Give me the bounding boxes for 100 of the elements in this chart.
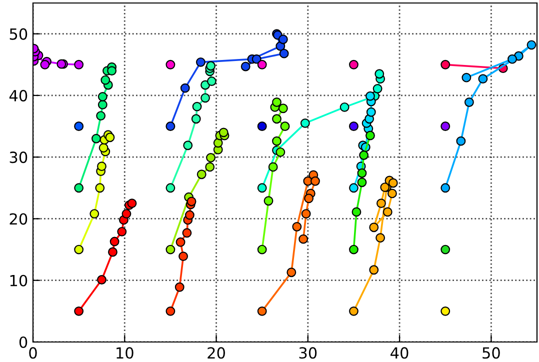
point	[278, 34, 288, 44]
point	[97, 275, 106, 284]
point	[286, 268, 296, 278]
point	[206, 152, 216, 162]
point	[374, 69, 384, 79]
point	[166, 122, 176, 131]
point	[174, 282, 184, 292]
point	[359, 150, 369, 160]
point	[388, 178, 398, 188]
point	[440, 244, 450, 254]
point	[310, 176, 320, 186]
point	[240, 62, 250, 72]
point	[440, 60, 450, 70]
point	[272, 136, 282, 146]
point	[298, 234, 308, 244]
point	[180, 83, 190, 93]
x-tick-label: 20	[208, 347, 225, 359]
point	[206, 76, 216, 86]
point	[98, 100, 108, 110]
point	[340, 102, 350, 112]
point	[108, 247, 118, 257]
point	[92, 134, 101, 144]
point	[74, 60, 84, 70]
point	[205, 162, 215, 172]
point	[300, 118, 310, 128]
point	[200, 93, 210, 103]
point	[166, 183, 176, 193]
point	[462, 72, 472, 82]
point	[276, 147, 286, 157]
y-tick-label: 30	[10, 152, 28, 164]
y-tick-label: 40	[9, 90, 28, 102]
x-tick-label: 30	[299, 347, 317, 359]
point	[100, 75, 110, 85]
point	[508, 54, 517, 64]
point	[98, 143, 108, 153]
point	[264, 196, 274, 206]
point	[176, 237, 186, 247]
point	[110, 236, 120, 246]
point	[366, 130, 375, 140]
point	[352, 207, 362, 217]
y-tick-label: 10	[10, 274, 28, 286]
point	[478, 74, 488, 84]
point	[301, 209, 311, 219]
point	[166, 244, 176, 254]
point	[440, 306, 450, 316]
point	[40, 60, 50, 70]
point	[196, 57, 206, 67]
point	[387, 188, 397, 198]
point	[184, 210, 194, 220]
point	[122, 209, 132, 219]
point	[252, 54, 262, 64]
point	[257, 244, 267, 254]
point	[526, 40, 536, 50]
point	[369, 265, 379, 275]
point	[357, 178, 367, 188]
point	[206, 61, 216, 71]
point	[366, 107, 376, 117]
point	[292, 222, 302, 232]
point	[95, 183, 105, 193]
point	[376, 198, 386, 208]
point	[97, 162, 106, 172]
point	[96, 111, 106, 121]
point	[105, 132, 115, 142]
point	[349, 122, 358, 131]
point	[349, 244, 358, 254]
point	[166, 306, 176, 316]
point	[440, 183, 450, 193]
point	[349, 306, 358, 316]
point	[349, 183, 358, 193]
point	[464, 98, 474, 107]
point	[257, 306, 267, 316]
point	[192, 102, 202, 112]
y-tick-label: 20	[10, 213, 28, 225]
point	[182, 228, 192, 238]
point	[74, 122, 84, 131]
x-tick-label: 0	[29, 347, 37, 359]
point	[213, 138, 223, 148]
point	[257, 60, 267, 70]
y-tick-label: 50	[10, 28, 28, 40]
point	[183, 140, 193, 150]
point	[366, 91, 375, 101]
point	[98, 92, 108, 102]
point	[107, 66, 117, 76]
y-tick-label: 0	[19, 336, 28, 348]
x-tick-label: 50	[482, 347, 500, 359]
point	[369, 222, 379, 232]
point	[74, 306, 84, 316]
point	[178, 252, 188, 262]
point	[349, 60, 358, 70]
x-tick-label: 10	[116, 347, 134, 359]
point	[117, 226, 127, 236]
point	[440, 122, 450, 131]
point	[257, 183, 267, 193]
point	[304, 194, 314, 204]
point	[268, 162, 278, 172]
point	[218, 128, 228, 138]
point	[90, 209, 100, 219]
point	[272, 98, 282, 107]
point	[382, 207, 392, 217]
point	[376, 233, 386, 243]
